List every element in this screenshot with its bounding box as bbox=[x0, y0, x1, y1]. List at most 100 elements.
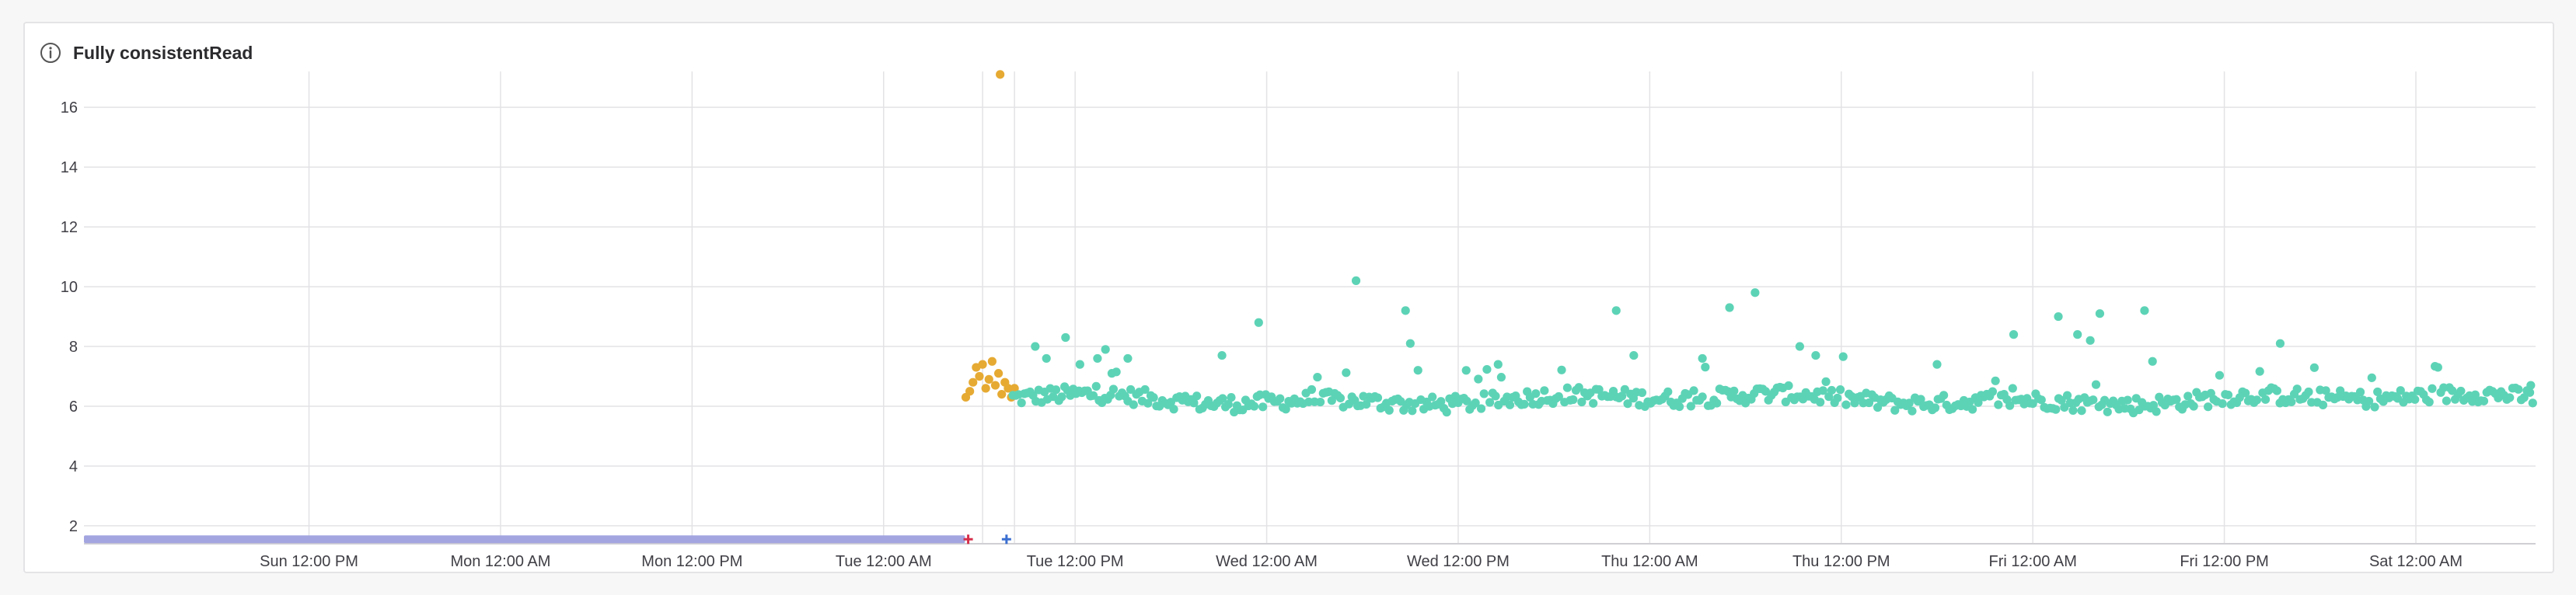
data-point bbox=[1811, 350, 1820, 360]
data-point bbox=[1835, 385, 1845, 395]
data-point bbox=[975, 371, 984, 381]
data-point bbox=[2054, 311, 2063, 322]
data-point bbox=[997, 389, 1007, 399]
data-point bbox=[2123, 395, 2132, 405]
data-point bbox=[1091, 381, 1101, 391]
data-point bbox=[965, 387, 975, 396]
data-point bbox=[1217, 350, 1227, 360]
data-point bbox=[1169, 405, 1178, 414]
x-tick-label: Mon 12:00 PM bbox=[641, 553, 742, 570]
x-tick-label: Sat 12:00 AM bbox=[2369, 553, 2463, 570]
data-point bbox=[2514, 384, 2523, 394]
data-point bbox=[2103, 407, 2112, 416]
grid-layer bbox=[84, 71, 2536, 545]
data-point bbox=[1974, 398, 1983, 407]
data-point bbox=[2275, 339, 2285, 348]
data-point bbox=[2091, 380, 2101, 389]
data-point bbox=[2005, 401, 2015, 410]
event-marker bbox=[1001, 534, 1011, 545]
data-point bbox=[990, 381, 1000, 390]
data-point bbox=[2396, 386, 2405, 395]
data-point bbox=[1254, 318, 1263, 327]
data-point bbox=[1833, 393, 1842, 403]
data-point bbox=[1818, 386, 1827, 395]
data-point bbox=[1784, 381, 1793, 391]
data-point bbox=[1123, 353, 1133, 364]
data-point bbox=[1841, 400, 1851, 409]
data-point bbox=[2241, 388, 2250, 398]
info-icon[interactable] bbox=[39, 41, 62, 64]
data-point bbox=[1557, 365, 1566, 374]
data-point bbox=[1061, 332, 1070, 343]
data-point bbox=[1405, 339, 1415, 348]
series-layer bbox=[84, 70, 2537, 545]
data-point bbox=[2287, 397, 2296, 407]
data-point bbox=[2519, 393, 2529, 402]
data-point bbox=[1335, 393, 1346, 403]
data-point bbox=[2140, 306, 2149, 315]
data-point bbox=[2255, 367, 2264, 376]
data-point bbox=[1031, 342, 1040, 351]
data-point bbox=[1540, 386, 1549, 395]
data-point bbox=[1916, 395, 1925, 404]
data-point bbox=[984, 374, 993, 384]
x-tick-label: Tue 12:00 AM bbox=[836, 553, 932, 570]
data-point bbox=[1827, 385, 1837, 395]
data-point bbox=[1362, 399, 1371, 409]
y-tick-label: 14 bbox=[61, 159, 78, 176]
data-point bbox=[1611, 306, 1621, 315]
data-point bbox=[1689, 386, 1698, 395]
data-point bbox=[1315, 397, 1325, 407]
data-point bbox=[1698, 392, 1707, 402]
data-point bbox=[1408, 406, 1417, 416]
data-point bbox=[1493, 360, 1503, 369]
data-point bbox=[2321, 386, 2330, 395]
data-point bbox=[2456, 386, 2466, 396]
data-point bbox=[1351, 276, 1361, 285]
data-point bbox=[1674, 402, 1684, 412]
data-point bbox=[1531, 389, 1541, 398]
data-point bbox=[1623, 399, 1632, 409]
data-point bbox=[2204, 402, 2213, 412]
data-point bbox=[2008, 384, 2017, 393]
data-point bbox=[1428, 392, 1437, 402]
data-point bbox=[1496, 373, 1506, 382]
data-point bbox=[2073, 330, 2082, 339]
data-point bbox=[1057, 392, 1066, 402]
data-point bbox=[1795, 342, 1804, 351]
x-tick-label: Mon 12:00 AM bbox=[450, 553, 550, 570]
data-point bbox=[1637, 388, 1647, 398]
chart-panel: Fully consistentRead bbox=[23, 22, 2554, 573]
data-point bbox=[1618, 391, 1627, 401]
data-point bbox=[2272, 386, 2281, 395]
panel-title: Fully consistentRead bbox=[73, 42, 253, 63]
data-point bbox=[2424, 398, 2434, 407]
data-point bbox=[1327, 396, 1336, 405]
data-point bbox=[2152, 407, 2161, 416]
data-point bbox=[981, 384, 990, 393]
data-point bbox=[2479, 396, 2489, 405]
data-point bbox=[1629, 350, 1639, 360]
x-tick-label: Tue 12:00 PM bbox=[1027, 553, 1124, 570]
data-point bbox=[1816, 398, 1825, 407]
data-point bbox=[2089, 395, 2098, 405]
data-point bbox=[1562, 383, 1572, 392]
data-point bbox=[1482, 364, 1492, 374]
data-point bbox=[2355, 388, 2365, 397]
data-point bbox=[2309, 363, 2319, 372]
data-point bbox=[1485, 398, 1495, 407]
data-point bbox=[987, 357, 997, 366]
data-point bbox=[2009, 330, 2019, 339]
data-point bbox=[1589, 398, 1598, 408]
data-point bbox=[2260, 395, 2271, 404]
data-point bbox=[1821, 377, 1831, 386]
data-point bbox=[1725, 303, 1734, 312]
data-point bbox=[1594, 384, 1604, 395]
data-point bbox=[2433, 363, 2442, 372]
data-point bbox=[2095, 309, 2105, 318]
data-point bbox=[1988, 387, 1998, 396]
data-point bbox=[1904, 398, 1914, 408]
data-point bbox=[2525, 388, 2535, 397]
data-point bbox=[1017, 398, 1026, 408]
data-point bbox=[1249, 402, 1259, 411]
